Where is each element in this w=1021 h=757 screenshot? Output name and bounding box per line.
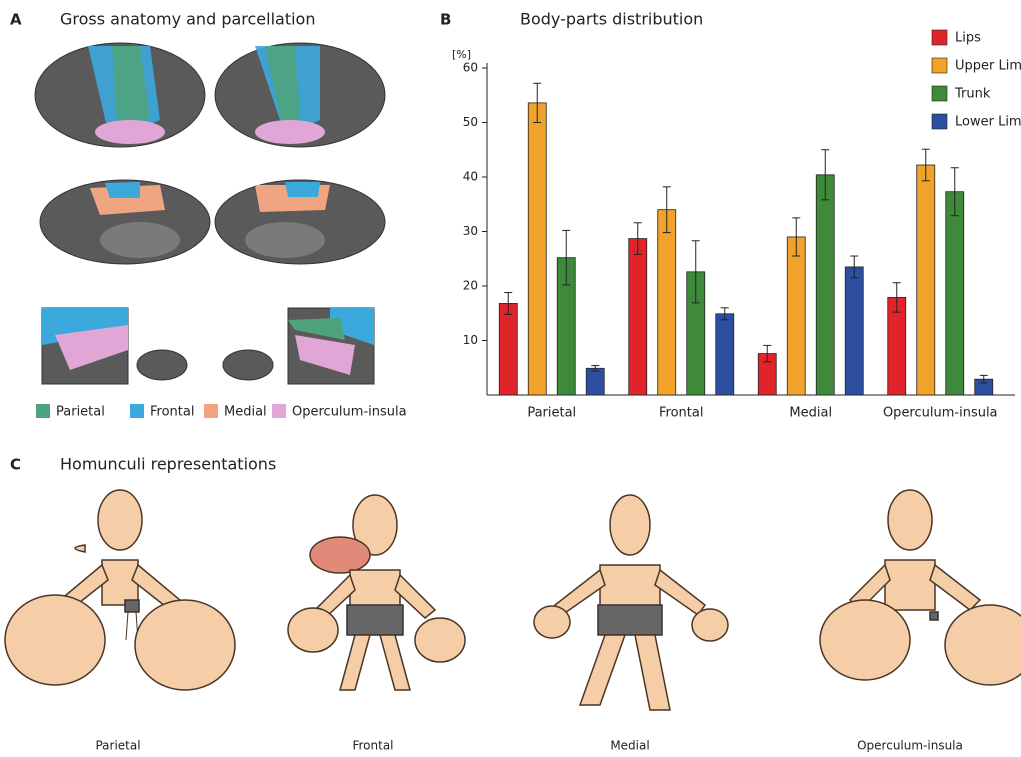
bar bbox=[657, 209, 677, 396]
x-tick-label: Frontal bbox=[659, 406, 703, 421]
bar bbox=[628, 238, 648, 396]
legend-label: Frontal bbox=[150, 405, 194, 420]
error-bar bbox=[504, 292, 513, 315]
legend-swatch bbox=[204, 404, 218, 418]
homunculi-images bbox=[4, 489, 1021, 711]
legend-label: Lower Limb bbox=[955, 115, 1021, 130]
error-bar bbox=[720, 307, 729, 321]
homunculus-label: Medial bbox=[610, 739, 649, 753]
bar bbox=[585, 367, 605, 396]
y-tick-label: 30 bbox=[463, 224, 478, 238]
legend-label: Operculum-insula bbox=[292, 405, 407, 420]
error-bar bbox=[691, 240, 700, 304]
error-bar bbox=[979, 374, 988, 384]
error-bar bbox=[562, 229, 571, 286]
bar bbox=[715, 313, 735, 396]
legend-label: Lips bbox=[955, 31, 981, 46]
legend-swatch bbox=[931, 85, 948, 102]
bar bbox=[786, 236, 806, 396]
error-bar bbox=[821, 149, 830, 201]
homunculus-label: Parietal bbox=[95, 739, 140, 753]
x-tick-label: Medial bbox=[789, 406, 832, 421]
bar bbox=[498, 303, 518, 396]
panel-letter: B bbox=[440, 11, 451, 29]
legend-swatch bbox=[36, 404, 50, 418]
error-bar bbox=[633, 222, 642, 255]
bar bbox=[844, 266, 864, 396]
error-bar bbox=[950, 167, 959, 217]
homunculus-label: Frontal bbox=[352, 739, 393, 753]
error-bar bbox=[763, 344, 772, 363]
error-bar bbox=[533, 82, 542, 123]
legend-label: Upper Limb bbox=[955, 59, 1021, 74]
bar bbox=[916, 164, 936, 396]
error-bar bbox=[850, 255, 859, 279]
error-bar bbox=[892, 282, 901, 313]
error-bar bbox=[591, 365, 600, 372]
panel-title: Gross anatomy and parcellation bbox=[60, 10, 315, 29]
chart-title: Body-parts distribution bbox=[520, 10, 703, 29]
brain-images bbox=[34, 42, 386, 385]
homunculus-label: Operculum-insula bbox=[857, 739, 963, 753]
legend-swatch bbox=[931, 113, 948, 130]
bar bbox=[815, 174, 835, 396]
bar bbox=[527, 102, 547, 396]
legend-label: Parietal bbox=[56, 405, 105, 420]
error-bar bbox=[792, 217, 801, 257]
panel-title: Homunculi representations bbox=[60, 455, 276, 474]
x-tick-label: Parietal bbox=[527, 406, 576, 421]
error-bar bbox=[921, 148, 930, 182]
bar bbox=[945, 191, 965, 396]
y-axis-label: [%] bbox=[452, 48, 471, 61]
x-tick-label: Operculum-insula bbox=[883, 406, 998, 421]
panel-letter: C bbox=[10, 456, 21, 474]
y-tick-label: 10 bbox=[463, 333, 478, 347]
error-bar bbox=[662, 186, 671, 234]
legend-swatch bbox=[931, 29, 948, 46]
legend-label: Medial bbox=[224, 405, 267, 420]
legend-swatch bbox=[931, 57, 948, 74]
legend-swatch bbox=[272, 404, 286, 418]
y-tick-label: 20 bbox=[463, 279, 478, 293]
legend-swatch bbox=[130, 404, 144, 418]
y-tick-label: 50 bbox=[463, 115, 478, 129]
y-tick-label: 60 bbox=[463, 61, 478, 75]
panel-letter: A bbox=[10, 11, 22, 29]
legend-label: Trunk bbox=[954, 87, 991, 102]
y-tick-label: 40 bbox=[463, 170, 478, 184]
